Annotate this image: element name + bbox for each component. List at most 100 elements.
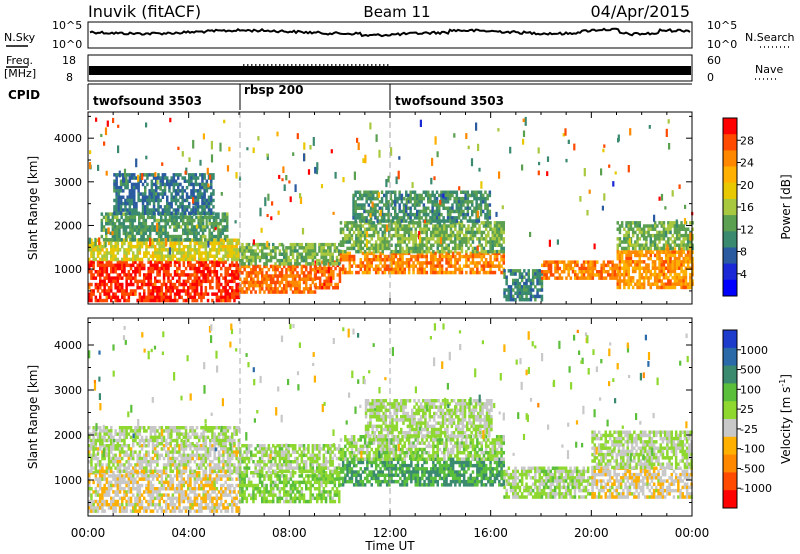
heatmap-cell	[204, 279, 208, 284]
heatmap-cell	[405, 249, 409, 254]
heatmap-cell	[647, 246, 650, 251]
heatmap-cell	[134, 292, 137, 296]
heatmap-cell	[486, 193, 489, 198]
heatmap-cell	[491, 246, 494, 251]
heatmap-cell	[231, 295, 234, 300]
heatmap-cell	[254, 252, 257, 256]
heatmap-cell	[141, 182, 145, 187]
heatmap-cell	[618, 263, 622, 267]
heatmap-cell	[171, 254, 175, 258]
heatmap-cell	[294, 274, 297, 278]
heatmap-cell	[291, 277, 295, 281]
heatmap-cell	[432, 230, 435, 235]
heatmap-cell	[195, 286, 199, 290]
heatmap-cell	[465, 261, 468, 265]
heatmap-cell	[217, 222, 220, 226]
heatmap-cell	[354, 219, 357, 223]
heatmap-cell	[361, 196, 364, 201]
heatmap-cell	[431, 212, 434, 217]
heatmap-cell	[287, 274, 290, 278]
heatmap-cell	[169, 244, 172, 249]
heatmap-cell	[199, 182, 202, 187]
heatmap-cell	[389, 212, 393, 217]
heatmap-cell	[498, 267, 501, 272]
heatmap-cell	[298, 246, 301, 250]
heatmap-cell	[119, 189, 123, 193]
heatmap-cell	[434, 267, 437, 272]
heatmap-cell	[149, 295, 153, 300]
scatter-echo	[423, 219, 426, 224]
heatmap-cell	[187, 292, 190, 296]
heatmap-cell	[103, 298, 106, 303]
heatmap-cell	[215, 254, 219, 258]
heatmap-cell	[166, 195, 169, 199]
heatmap-cell	[307, 287, 310, 291]
heatmap-cell	[190, 211, 193, 215]
heatmap-cell	[407, 240, 411, 244]
heatmap-cell	[224, 298, 227, 303]
heatmap-cell	[107, 273, 111, 277]
heatmap-cell	[574, 263, 577, 268]
heatmap-cell	[374, 190, 377, 194]
heatmap-cell	[296, 249, 299, 253]
heatmap-cell	[534, 285, 537, 289]
heatmap-cell	[684, 269, 688, 274]
heatmap-cell	[336, 273, 339, 277]
heatmap-cell	[429, 233, 433, 238]
heatmap-cell	[667, 260, 670, 264]
heatmap-cell	[446, 216, 450, 220]
heatmap-cell	[634, 250, 637, 254]
heatmap-cell	[146, 211, 149, 215]
heatmap-cell	[175, 225, 178, 229]
heatmap-cell	[168, 225, 172, 229]
heatmap-cell	[464, 206, 467, 210]
heatmap-cell	[171, 244, 175, 249]
heatmap-cell	[647, 250, 650, 254]
heatmap-cell	[145, 298, 148, 303]
heatmap-cell	[445, 254, 448, 259]
heatmap-cell	[684, 276, 688, 280]
heatmap-cell	[109, 218, 112, 223]
heatmap-cell	[163, 173, 167, 177]
heatmap-cell	[147, 251, 150, 255]
scatter-echo	[156, 222, 159, 232]
heatmap-cell	[476, 267, 479, 272]
heatmap-cell	[233, 279, 236, 284]
heatmap-cell	[418, 267, 422, 272]
heatmap-cell	[443, 221, 446, 225]
heatmap-cell	[101, 289, 104, 293]
heatmap-cell	[309, 255, 312, 260]
heatmap-cell	[224, 292, 227, 296]
heatmap-cell	[149, 231, 152, 236]
heatmap-cell	[407, 193, 410, 198]
heatmap-cell	[484, 200, 487, 204]
heatmap-cell	[139, 176, 143, 180]
heatmap-cell	[466, 219, 470, 223]
scatter-echo	[433, 176, 436, 181]
scatter-echo	[234, 220, 237, 224]
heatmap-cell	[475, 200, 478, 204]
heatmap-cell	[88, 292, 91, 296]
heatmap-cell	[209, 270, 212, 274]
heatmap-cell	[256, 246, 260, 250]
heatmap-cell	[204, 215, 207, 220]
heatmap-cell	[211, 244, 214, 249]
heatmap-cell	[453, 219, 456, 223]
heatmap-cell	[392, 267, 395, 272]
heatmap-cell	[241, 252, 244, 256]
heatmap-cell	[213, 263, 216, 268]
heatmap-cell	[653, 243, 657, 247]
heatmap-cell	[224, 270, 227, 274]
heatmap-cell	[186, 231, 189, 236]
heatmap-cell	[348, 251, 351, 256]
heatmap-cell	[385, 246, 389, 251]
heatmap-cell	[354, 206, 357, 210]
heatmap-cell	[122, 231, 126, 236]
heatmap-cell	[567, 270, 570, 274]
heatmap-cell	[645, 246, 648, 251]
heatmap-cell	[105, 263, 109, 268]
heatmap-cell	[540, 285, 544, 289]
heatmap-cell	[664, 282, 668, 286]
heatmap-cell	[424, 193, 428, 198]
heatmap-cell	[380, 206, 384, 210]
